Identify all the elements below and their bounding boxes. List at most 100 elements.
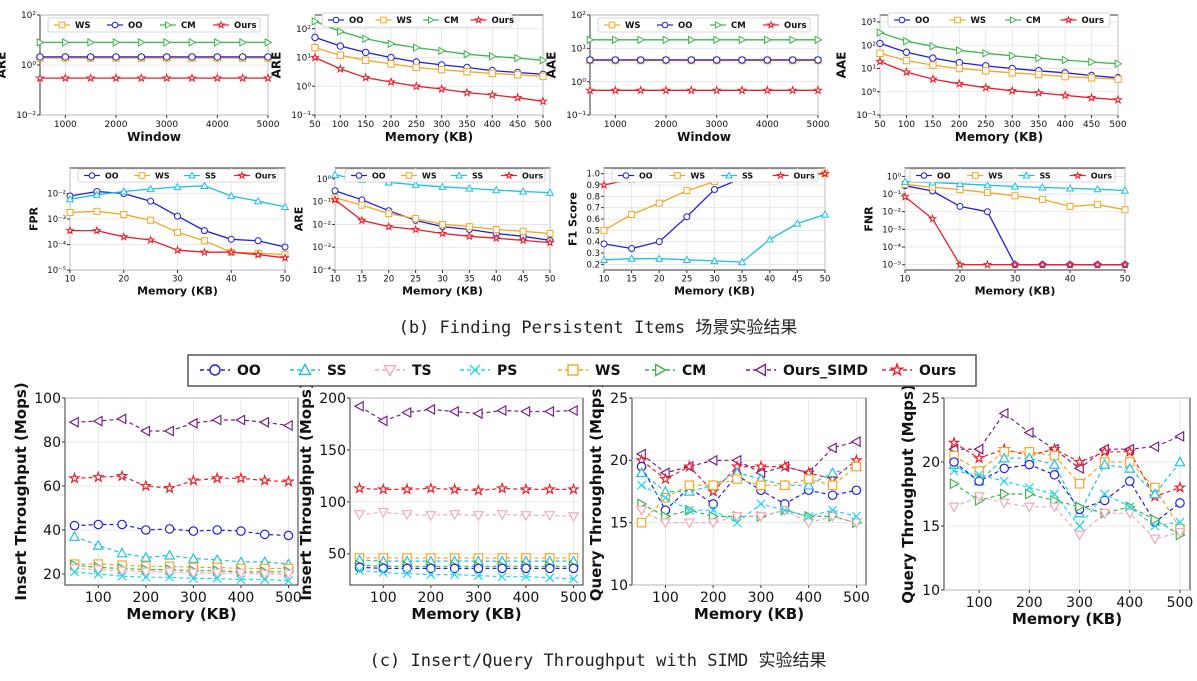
legend-item-ws: WS bbox=[949, 16, 986, 26]
data-point bbox=[1149, 441, 1160, 453]
data-point bbox=[568, 574, 579, 584]
x-tick-label: 4000 bbox=[756, 120, 779, 130]
legend-marker bbox=[766, 20, 776, 29]
data-point bbox=[982, 67, 990, 75]
data-point bbox=[226, 247, 237, 257]
series-line bbox=[879, 52, 1119, 80]
data-point bbox=[1075, 501, 1086, 513]
data-point bbox=[539, 55, 548, 65]
x-tick-label: 10 bbox=[900, 275, 911, 285]
legend-marker bbox=[209, 364, 221, 376]
data-point bbox=[1099, 508, 1111, 520]
data-point bbox=[851, 485, 862, 496]
data-point bbox=[955, 64, 964, 73]
y-tick-label: 80 bbox=[43, 435, 61, 451]
series-line bbox=[314, 20, 544, 61]
legend-item-oo: OO bbox=[894, 16, 929, 26]
y-tick-label: 0.5 bbox=[586, 226, 600, 236]
data-point bbox=[684, 480, 695, 491]
x-tick-label: 50 bbox=[309, 120, 321, 130]
legend-item-cm: CM bbox=[160, 21, 196, 31]
data-point bbox=[331, 187, 339, 195]
y-tick-label: 200 bbox=[319, 391, 346, 407]
data-point bbox=[353, 481, 366, 494]
data-point bbox=[683, 518, 695, 529]
series-line bbox=[641, 503, 857, 524]
data-point bbox=[227, 235, 235, 243]
series-line bbox=[359, 487, 574, 492]
data-point bbox=[803, 479, 815, 490]
data-point bbox=[259, 569, 271, 580]
data-point bbox=[1124, 462, 1136, 473]
data-point bbox=[386, 76, 396, 87]
legend-label: SS bbox=[472, 171, 483, 180]
legend-marker bbox=[1073, 170, 1083, 180]
x-tick-label: 300 bbox=[1066, 595, 1093, 611]
data-point bbox=[999, 476, 1009, 486]
data-point bbox=[140, 567, 152, 578]
data-point bbox=[512, 92, 523, 102]
legend-marker bbox=[88, 172, 96, 179]
data-point bbox=[1093, 184, 1102, 193]
legend-marker bbox=[674, 172, 681, 179]
data-point bbox=[778, 459, 792, 472]
y-tick-label: 10⁰ bbox=[317, 175, 332, 185]
series-line bbox=[953, 457, 1181, 515]
y-tick-label: 10⁻⁴ bbox=[312, 266, 331, 276]
data-point bbox=[210, 471, 224, 484]
series-line bbox=[74, 571, 289, 582]
legend-item-ws: WS bbox=[967, 171, 1003, 180]
data-point bbox=[636, 517, 647, 528]
data-point bbox=[637, 35, 646, 45]
plot-area bbox=[314, 14, 544, 116]
legend: OO WS SS Ours bbox=[611, 168, 819, 183]
data-point bbox=[212, 525, 222, 535]
series-line bbox=[641, 466, 857, 524]
data-point bbox=[518, 235, 528, 245]
data-point bbox=[411, 80, 422, 91]
data-point bbox=[546, 230, 554, 238]
y-tick-label: 10⁻² bbox=[16, 111, 36, 121]
series-line bbox=[359, 559, 574, 562]
y-axis-label: ARE bbox=[292, 207, 305, 232]
x-tick-label: 50 bbox=[280, 275, 291, 285]
series-oo bbox=[586, 56, 822, 64]
data-point bbox=[413, 43, 421, 53]
y-tick-label: 10⁻² bbox=[882, 208, 901, 218]
data-point bbox=[1008, 51, 1017, 61]
data-point bbox=[1149, 534, 1161, 545]
data-point bbox=[264, 53, 272, 61]
data-point bbox=[188, 573, 199, 584]
data-point bbox=[214, 38, 222, 47]
legend-marker bbox=[237, 170, 247, 180]
data-point bbox=[437, 65, 446, 74]
shared-legend-item-ss: SS bbox=[290, 363, 347, 379]
series-ws bbox=[949, 446, 1185, 534]
legend-label: WS bbox=[155, 171, 170, 180]
data-point bbox=[92, 415, 103, 427]
legend-marker bbox=[1022, 171, 1031, 179]
data-point bbox=[954, 78, 965, 89]
data-point bbox=[200, 227, 208, 235]
data-point bbox=[137, 53, 146, 61]
legend-label: OO bbox=[237, 363, 261, 379]
data-point bbox=[147, 197, 155, 205]
y-tick-label: 10² bbox=[21, 11, 36, 21]
data-point bbox=[280, 252, 290, 262]
data-point bbox=[258, 473, 272, 486]
x-tick-label: 50 bbox=[820, 275, 831, 285]
data-point bbox=[497, 563, 507, 574]
x-tick-label: 500 bbox=[275, 590, 302, 606]
legend-item-ours: Ours bbox=[501, 170, 543, 180]
legend-label: Ours_SIMD bbox=[783, 363, 868, 379]
legend: OO WS SS Ours bbox=[909, 168, 1116, 183]
data-point bbox=[655, 254, 664, 262]
legend-item-cm: CM bbox=[710, 21, 746, 31]
legend-marker bbox=[58, 21, 66, 29]
series-ours bbox=[68, 469, 295, 494]
legend-item-ws: WS bbox=[54, 21, 91, 31]
y-axis-label: ARE bbox=[270, 52, 284, 79]
data-point bbox=[402, 563, 412, 574]
data-point bbox=[1033, 87, 1044, 98]
